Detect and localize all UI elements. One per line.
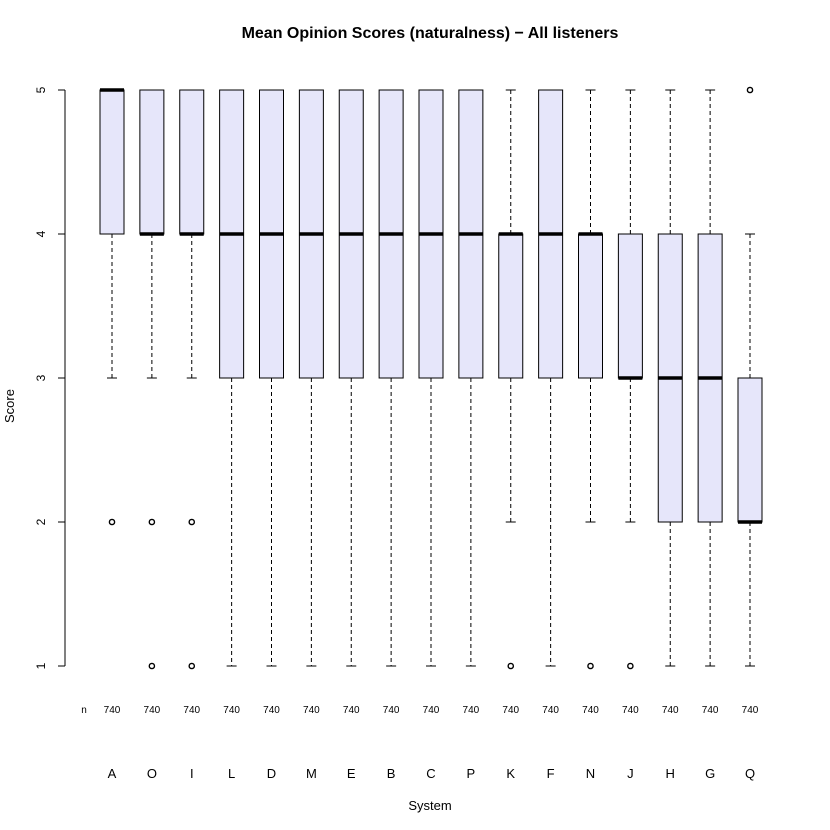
n-count-label: 740	[463, 705, 480, 716]
n-row-label: n	[81, 705, 87, 716]
chart-title: Mean Opinion Scores (naturalness) − All …	[242, 25, 619, 42]
box	[179, 89, 205, 235]
outlier-point	[587, 662, 594, 670]
category-label: J	[627, 766, 634, 781]
n-count-label: 740	[104, 705, 121, 716]
n-count-label: 740	[742, 705, 759, 716]
box	[139, 89, 165, 235]
plot-area: 1 2 3 4 5 740 A 740 O 740 I 740 L 740 D 740 M 740 E 740 B 740…	[34, 86, 763, 781]
n-count-label: 740	[542, 705, 559, 716]
category-label: N	[586, 766, 595, 781]
n-count-label: 740	[383, 705, 400, 716]
n-count-label: 740	[662, 705, 679, 716]
n-count-label: 740	[423, 705, 440, 716]
n-count-label: 740	[303, 705, 320, 716]
n-count-label: 740	[582, 705, 599, 716]
n-count-label: 740	[502, 705, 519, 716]
category-label: Q	[745, 766, 755, 781]
x-axis-label: System	[408, 798, 451, 813]
n-count-label: 740	[343, 705, 360, 716]
n-count-label: 740	[144, 705, 161, 716]
category-label: L	[228, 766, 235, 781]
category-label: M	[306, 766, 317, 781]
n-count-label: 740	[263, 705, 280, 716]
y-tick-label: 5	[34, 86, 48, 93]
category-label: H	[666, 766, 675, 781]
y-tick-label: 1	[34, 662, 48, 669]
category-label: G	[705, 766, 715, 781]
box	[617, 233, 643, 379]
outlier-point	[108, 518, 116, 526]
outlier-point	[148, 662, 156, 670]
category-label: D	[267, 766, 276, 781]
y-tick-label: 4	[34, 230, 48, 237]
outlier-point	[188, 662, 196, 670]
box	[578, 233, 603, 379]
category-label: E	[347, 766, 356, 781]
outlier-point	[148, 518, 156, 526]
category-label: I	[190, 766, 194, 781]
outlier-point	[507, 662, 515, 670]
y-tick-label: 3	[34, 374, 48, 381]
box	[99, 89, 125, 235]
n-count-label: 740	[702, 705, 719, 716]
category-label: C	[426, 766, 435, 781]
y-axis-label: Score	[2, 389, 17, 423]
outlier-point	[188, 518, 196, 526]
box	[498, 233, 524, 379]
outlier-point	[627, 662, 634, 670]
category-label: O	[147, 766, 157, 781]
category-label: P	[467, 766, 476, 781]
n-count-label: 740	[183, 705, 200, 716]
y-tick-label: 2	[34, 518, 48, 525]
n-count-label: 740	[223, 705, 240, 716]
category-label: F	[547, 766, 555, 781]
n-count-label: 740	[622, 705, 639, 716]
category-label: K	[506, 766, 515, 781]
box	[737, 377, 763, 523]
outlier-point	[746, 86, 754, 94]
category-label: B	[387, 766, 396, 781]
category-label: A	[108, 766, 117, 781]
